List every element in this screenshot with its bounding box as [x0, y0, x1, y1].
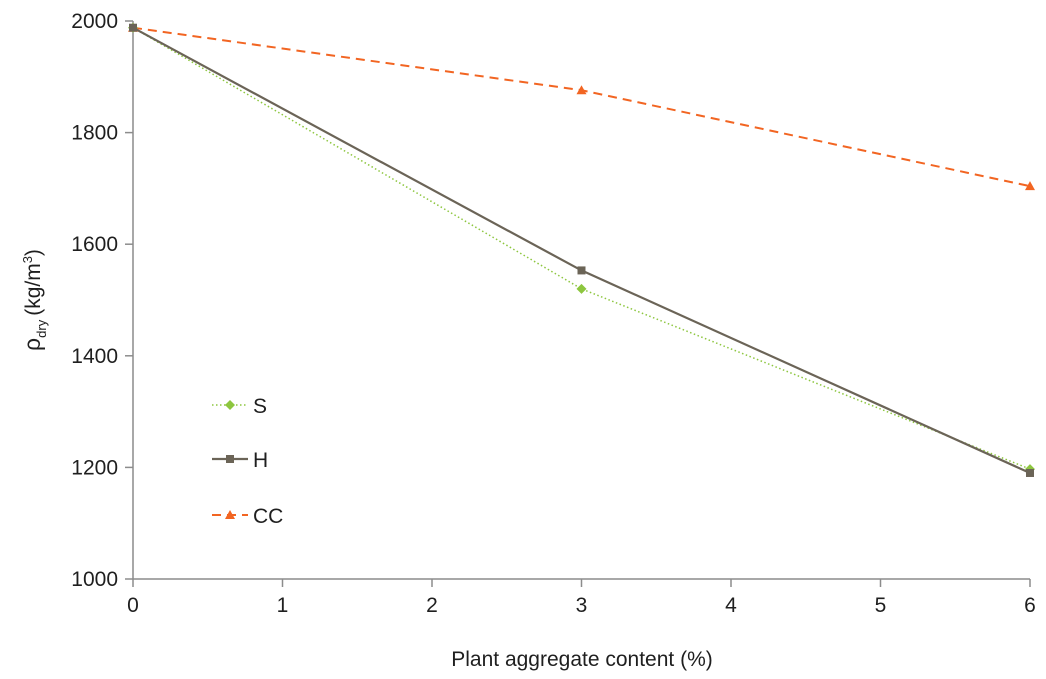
y-axis-title-subscript: dry: [34, 319, 49, 338]
x-tick-label: 2: [426, 594, 438, 617]
x-tick-label: 0: [127, 594, 139, 617]
legend-swatch-marker: [225, 400, 235, 410]
legend: S H CC: [212, 395, 283, 528]
y-axis-ticks: 1000 1200 1400 1600 1800 2000: [71, 10, 133, 591]
data-point-h: [129, 23, 137, 32]
y-tick-label: 1400: [71, 345, 118, 368]
data-point-h: [577, 266, 586, 275]
legend-label: H: [253, 449, 268, 472]
legend-label: S: [253, 395, 267, 418]
series-line-cc: [132, 26, 1031, 188]
data-point-h: [1026, 468, 1034, 477]
y-tick-label: 2000: [71, 10, 118, 33]
legend-label: CC: [253, 505, 283, 528]
axes: [132, 21, 1030, 580]
x-tick-label: 6: [1024, 594, 1036, 617]
series-line-h: [132, 26, 1031, 474]
series-h: [129, 23, 1034, 477]
y-axis-title: ρdry (kg/m3): [19, 249, 49, 351]
x-tick-label: 3: [576, 594, 588, 617]
x-tick-label: 1: [277, 594, 289, 617]
y-tick-label: 1000: [71, 568, 118, 591]
legend-swatch-marker: [226, 455, 234, 463]
x-tick-label: 5: [875, 594, 887, 617]
data-point-s: [576, 283, 587, 294]
legend-swatch-marker: [225, 510, 235, 519]
y-axis-title-superscript: 3: [20, 256, 35, 263]
legend-item-s: S: [212, 395, 267, 418]
x-axis-title: Plant aggregate content (%): [451, 648, 713, 671]
y-axis-title-unit: (kg/m: [22, 263, 45, 316]
series-cc: [128, 22, 1035, 191]
legend-item-h: H: [212, 449, 268, 472]
y-axis-title-symbol: ρ: [19, 338, 45, 351]
data-point-cc: [1025, 181, 1035, 191]
y-tick-label: 1800: [71, 122, 118, 145]
x-axis-ticks: 0 1 2 3 4 5 6: [127, 579, 1036, 617]
y-axis-title-close: ): [22, 249, 45, 256]
y-tick-label: 1600: [71, 233, 118, 256]
data-point-cc: [576, 85, 587, 95]
series-line-s: [132, 27, 1031, 470]
y-tick-label: 1200: [71, 456, 118, 479]
x-tick-label: 4: [725, 594, 737, 617]
legend-item-cc: CC: [212, 505, 283, 528]
series-layer: [128, 22, 1035, 477]
